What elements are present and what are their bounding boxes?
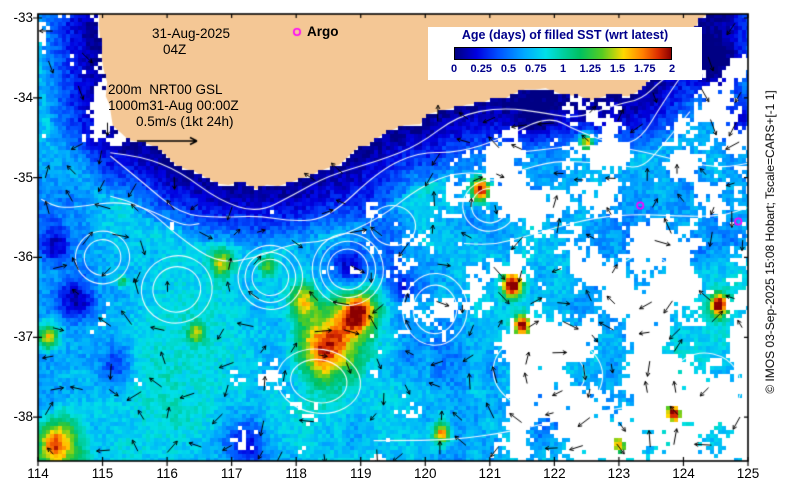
y-tick-label: -34 xyxy=(13,89,33,105)
x-tick-label: 115 xyxy=(91,466,114,481)
model-config-line2: 1000m31-Aug 00:00Z xyxy=(108,98,239,113)
x-tick-label: 119 xyxy=(349,466,372,481)
x-tick-label: 120 xyxy=(414,466,437,481)
y-tick-label: -36 xyxy=(13,249,33,265)
colorbar-tick-label: 0 xyxy=(450,63,458,75)
x-tick-label: 114 xyxy=(27,466,49,481)
y-tick-label: -33 xyxy=(13,9,33,25)
analysis-hour: 04Z xyxy=(163,42,187,57)
x-tick-label: 125 xyxy=(736,466,760,481)
argo-legend-label: Argo xyxy=(307,24,339,39)
x-tick-label: 123 xyxy=(607,466,631,481)
colorbar-tick-label: 2 xyxy=(668,63,676,75)
colorbar-gradient xyxy=(454,47,672,60)
x-axis-tick-labels: 114 115 116 117 118 119 120 121 122 123 124 125 xyxy=(0,466,791,486)
colorbar-tick-label: 1.5 xyxy=(609,63,626,75)
y-axis-tick-labels: -33 -34 -35 -36 -37 -38 xyxy=(0,0,34,492)
colorbar-tick-label: 1.25 xyxy=(579,63,601,75)
colorbar-tick-label: 0.5 xyxy=(500,63,517,75)
colorbar-tick-labels: 0 0.25 0.5 0.75 1 1.25 1.5 1.75 2 xyxy=(428,63,702,77)
velocity-scale-label: 0.5m/s (1kt 24h) xyxy=(136,114,234,129)
y-tick-label: -38 xyxy=(13,409,33,425)
analysis-date: 31-Aug-2025 xyxy=(152,26,231,41)
x-tick-label: 121 xyxy=(478,466,502,481)
colorbar-tick-label: 0.75 xyxy=(525,63,547,75)
x-tick-label: 124 xyxy=(672,466,695,481)
legend-title: Age (days) of filled SST (wrt latest) xyxy=(461,28,669,42)
x-tick-label: 116 xyxy=(156,466,178,481)
x-tick-label: 117 xyxy=(220,466,243,481)
colorbar-tick-label: 1.75 xyxy=(634,63,656,75)
credit-text: © IMOS 03-Sep-2025 15:08 Hobart; Tscale=… xyxy=(763,90,777,394)
colorbar-tick-label: 0.25 xyxy=(470,63,492,75)
y-tick-label: -37 xyxy=(13,329,33,345)
model-config-line1: 200m NRT00 GSL xyxy=(108,82,223,97)
y-tick-label: -35 xyxy=(13,169,33,185)
x-tick-label: 118 xyxy=(285,466,307,481)
x-tick-label: 122 xyxy=(543,466,566,481)
colorbar-tick-label: 1 xyxy=(559,63,567,75)
